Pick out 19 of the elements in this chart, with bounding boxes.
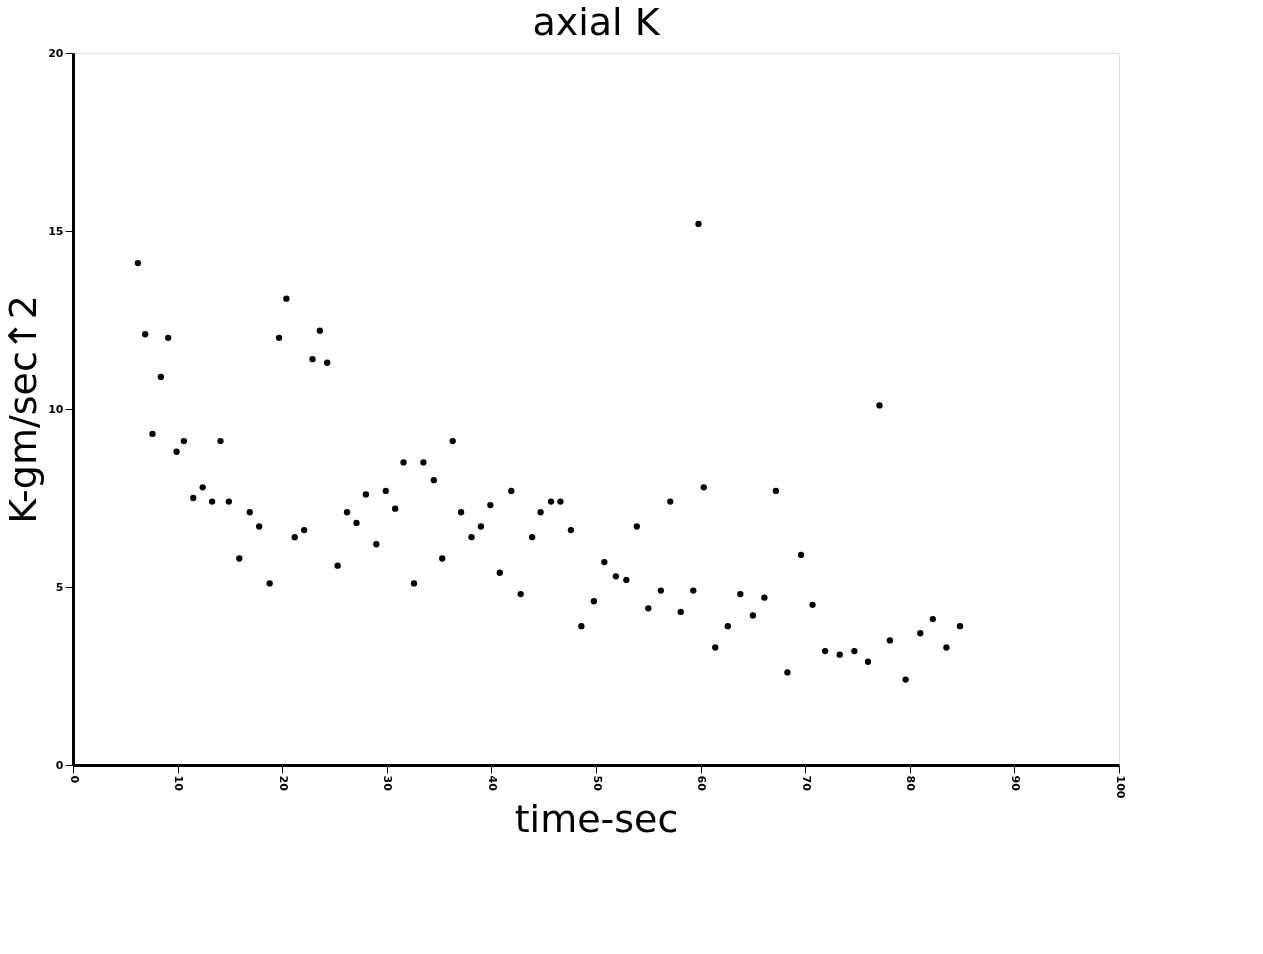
y-tick-label: 0 bbox=[55, 758, 64, 772]
x-tick-label: 40 bbox=[485, 775, 499, 792]
x-tick-label: 10 bbox=[172, 775, 186, 792]
y-tick-label: 15 bbox=[48, 224, 64, 238]
x-tick-label: 0 bbox=[67, 775, 81, 784]
x-tick-label: 80 bbox=[904, 775, 918, 792]
x-tick-label: 30 bbox=[381, 775, 395, 792]
y-tick-label: 5 bbox=[55, 580, 64, 594]
x-tick-label: 100 bbox=[1113, 775, 1127, 799]
y-axis-title: K-gm/sec↑2 bbox=[1, 295, 46, 524]
y-tick-label: 20 bbox=[48, 46, 64, 60]
x-tick-label: 50 bbox=[590, 775, 604, 792]
x-tick-label: 90 bbox=[1008, 775, 1022, 792]
x-tick-label: 20 bbox=[276, 775, 290, 792]
y-tick-label: 10 bbox=[48, 402, 64, 416]
x-tick-label: 60 bbox=[695, 775, 709, 792]
x-axis-title: time-sec bbox=[514, 797, 679, 842]
x-tick-label: 70 bbox=[799, 775, 813, 792]
chart-title: axial K bbox=[532, 0, 661, 44]
